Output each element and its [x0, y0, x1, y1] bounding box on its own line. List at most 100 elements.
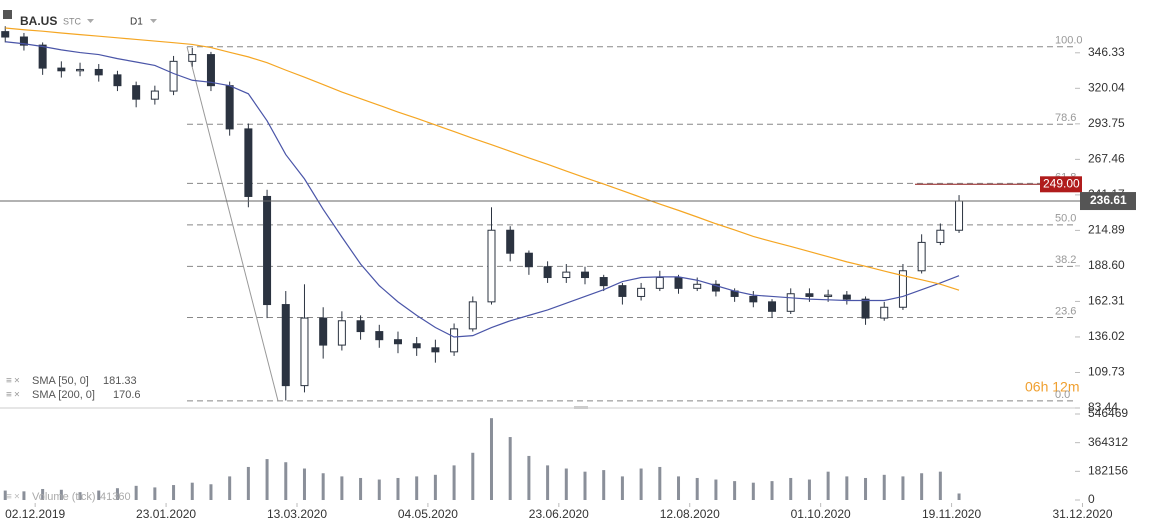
- last-price-label: 236.61: [1090, 193, 1127, 207]
- y-tick-label: 364312: [1088, 435, 1128, 449]
- volume-bar: [864, 477, 868, 500]
- y-tick-label: 346.33: [1088, 45, 1125, 59]
- candle-body: [76, 68, 85, 72]
- volume-bar: [920, 473, 924, 500]
- x-tick-label: 04.05.2020: [398, 507, 458, 521]
- dropdown[interactable]: [87, 19, 94, 23]
- legend-close[interactable]: ×: [14, 376, 20, 387]
- symbol[interactable]: BA.US: [20, 14, 57, 28]
- legend-close[interactable]: ×: [14, 492, 20, 503]
- fib-label: 100.0: [1055, 35, 1083, 47]
- y-tick-label: 320.04: [1088, 80, 1125, 94]
- volume-bar: [359, 477, 363, 500]
- candle-body: [375, 331, 384, 341]
- volume-bar: [78, 492, 82, 500]
- alert-label: 249.00: [1043, 176, 1080, 190]
- volume-bar: [284, 462, 288, 500]
- volume-bar: [508, 437, 512, 500]
- volume-bar: [321, 473, 325, 500]
- legend-close[interactable]: ×: [14, 390, 20, 401]
- candle-body: [786, 293, 795, 312]
- candle-body: [506, 229, 515, 254]
- y-tick-label: 136.02: [1088, 329, 1125, 343]
- pane-handle[interactable]: [574, 406, 588, 409]
- legend-value: 181.33: [103, 375, 137, 387]
- volume-bar: [228, 476, 232, 500]
- candle-body: [206, 54, 215, 87]
- volume-bar: [807, 479, 811, 500]
- dropdown[interactable]: [150, 19, 157, 23]
- volume-bar: [733, 481, 737, 500]
- candle-body: [693, 283, 702, 289]
- legend-name: SMA [200, 0]: [32, 389, 95, 401]
- volume-bar: [59, 489, 63, 500]
- volume-bar: [265, 459, 269, 500]
- candle-body: [711, 283, 720, 292]
- candle-body: [38, 44, 47, 69]
- candle-body: [599, 277, 608, 287]
- x-tick-label: 23.01.2020: [136, 507, 196, 521]
- candle-body: [562, 271, 571, 279]
- volume-bar: [845, 476, 849, 500]
- y-tick-label: 214.89: [1088, 223, 1125, 237]
- y-tick-label: 293.75: [1088, 116, 1125, 130]
- volume-bar: [134, 485, 138, 500]
- volume-bar: [826, 471, 830, 500]
- volume-bar: [658, 466, 662, 500]
- alert-tag: [1040, 176, 1082, 193]
- candle-body: [169, 60, 178, 92]
- candle-body: [805, 293, 814, 297]
- x-tick-label: 02.12.2019: [5, 507, 65, 521]
- candle-body: [300, 317, 309, 387]
- fib-anchor: [186, 46, 279, 402]
- volume-bar: [377, 479, 381, 500]
- volume-bar: [639, 468, 643, 500]
- menu-icon[interactable]: [3, 10, 12, 19]
- volume-bar: [302, 468, 306, 500]
- candle-body: [225, 85, 234, 130]
- candle-body: [842, 294, 851, 300]
- volume-bar: [489, 418, 493, 500]
- candle-body: [188, 54, 197, 62]
- candle-body: [749, 295, 758, 303]
- candle-body: [150, 90, 159, 100]
- fib-label: 50.0: [1055, 213, 1076, 225]
- y-tick-label: 0: [1088, 492, 1095, 506]
- volume-bar: [340, 476, 344, 500]
- sma-line: [5, 41, 960, 338]
- candle-body: [393, 339, 402, 345]
- fib-label: 23.6: [1055, 305, 1076, 317]
- candle-body: [674, 277, 683, 289]
- volume-bar: [209, 484, 213, 500]
- candle-body: [1, 31, 10, 38]
- volume-bar: [415, 476, 419, 500]
- fib-label: 38.2: [1055, 254, 1076, 266]
- y-tick-label: 546469: [1088, 406, 1128, 420]
- candle-body: [244, 128, 253, 197]
- candle-body: [57, 67, 66, 72]
- candle-body: [412, 343, 421, 349]
- volume-bar: [882, 474, 886, 500]
- x-tick-label: 01.10.2020: [791, 507, 851, 521]
- candle-body: [19, 36, 28, 46]
- candle-body: [319, 317, 328, 346]
- candle-body: [936, 229, 945, 243]
- volume-bar: [677, 476, 681, 500]
- candle-body: [468, 301, 477, 330]
- fib-label: 78.6: [1055, 112, 1076, 124]
- volume-bar: [115, 488, 119, 500]
- bar-timer: 06h 12m: [1025, 379, 1079, 395]
- candle-body: [337, 320, 346, 346]
- instrument[interactable]: STC: [63, 16, 82, 26]
- candle-body: [655, 277, 664, 289]
- interval[interactable]: D1: [130, 17, 143, 28]
- legend-name: SMA [50, 0]: [32, 375, 89, 387]
- volume-bar: [41, 488, 45, 500]
- candle-body: [132, 85, 141, 100]
- volume-bar: [433, 474, 437, 500]
- volume-bar: [527, 455, 531, 500]
- y-tick-label: 267.46: [1088, 152, 1125, 166]
